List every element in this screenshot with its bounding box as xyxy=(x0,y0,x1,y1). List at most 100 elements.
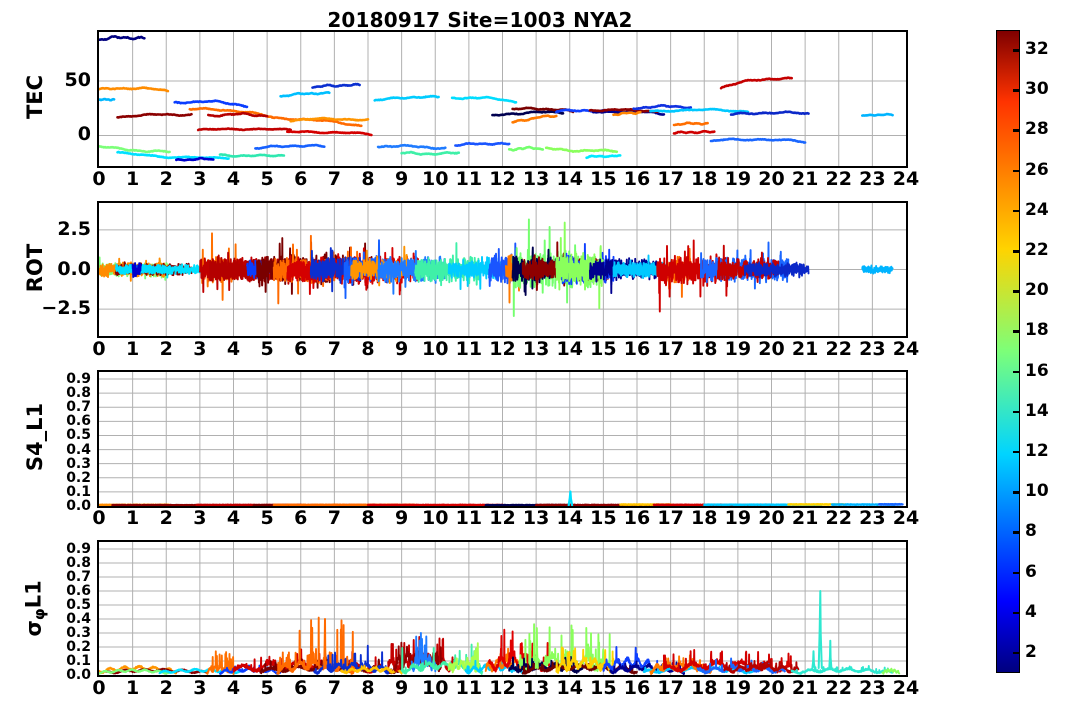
xtick-rot-21: 21 xyxy=(791,338,819,360)
xtick-sigphi_l1-20: 20 xyxy=(758,677,785,699)
colorbar-tickmark-20 xyxy=(1013,290,1020,293)
colorbar-ticklabel-8: 8 xyxy=(1025,521,1037,542)
xtick-rot-15: 15 xyxy=(590,338,617,360)
colorbar-ticklabel-2: 2 xyxy=(1025,641,1037,662)
xtick-tec-8: 8 xyxy=(361,168,375,190)
xtick-rot-9: 9 xyxy=(395,338,409,360)
xtick-s4_l1-8: 8 xyxy=(361,507,375,529)
xtick-s4_l1-6: 6 xyxy=(294,507,308,529)
xtick-s4_l1-21: 21 xyxy=(791,507,819,529)
data-trace xyxy=(99,35,146,42)
data-trace xyxy=(709,137,807,144)
xtick-tec-22: 22 xyxy=(825,168,852,190)
ylabel-tec: TEC xyxy=(23,74,47,120)
ytick-rot-2: 2.5 xyxy=(57,217,91,240)
data-trace xyxy=(602,646,659,673)
xtick-s4_l1-14: 14 xyxy=(556,507,583,529)
xtick-tec-16: 16 xyxy=(623,168,651,190)
xtick-sigphi_l1-15: 15 xyxy=(590,677,617,699)
plot-canvas-s4_l1 xyxy=(99,372,906,506)
ytick-sigphi_l1-2: 0.2 xyxy=(66,639,91,655)
xtick-tec-11: 11 xyxy=(455,168,483,190)
colorbar-ticklabel-20: 20 xyxy=(1025,280,1049,301)
data-trace xyxy=(99,668,171,675)
xtick-rot-8: 8 xyxy=(361,338,375,360)
data-trace xyxy=(723,659,800,674)
xtick-rot-19: 19 xyxy=(724,338,752,360)
colorbar-tickmark-6 xyxy=(1013,571,1020,575)
ytick-sigphi_l1-0: 0.0 xyxy=(66,667,91,683)
ytick-sigphi_l1-8: 0.8 xyxy=(66,555,91,571)
data-trace xyxy=(270,116,363,128)
colorbar-tickmark-30 xyxy=(1013,89,1020,92)
colorbar-ticklabel-32: 32 xyxy=(1025,39,1049,60)
ytick-sigphi_l1-5: 0.5 xyxy=(66,597,91,613)
ytick-tec-1: 50 xyxy=(64,69,91,92)
data-trace xyxy=(534,627,539,669)
xtick-sigphi_l1-7: 7 xyxy=(327,677,341,699)
data-trace xyxy=(366,503,504,506)
xtick-rot-17: 17 xyxy=(657,338,684,360)
xtick-sigphi_l1-22: 22 xyxy=(825,677,852,699)
plot-panel-sigphi_l1[interactable] xyxy=(97,540,908,677)
data-trace xyxy=(877,502,904,506)
data-trace xyxy=(585,154,622,160)
xtick-sigphi_l1-5: 5 xyxy=(260,677,274,699)
xtick-sigphi_l1-8: 8 xyxy=(361,677,375,699)
xtick-tec-2: 2 xyxy=(159,168,173,190)
data-trace xyxy=(544,146,619,154)
data-trace xyxy=(507,145,545,152)
xtick-sigphi_l1-19: 19 xyxy=(724,677,752,699)
colorbar-ticklabel-14: 14 xyxy=(1025,400,1049,421)
colorbar-ticklabel-4: 4 xyxy=(1025,601,1037,622)
colorbar-tickmark-18 xyxy=(1013,330,1020,333)
data-trace xyxy=(447,642,480,674)
colorbar-prn[interactable] xyxy=(996,30,1020,673)
data-trace xyxy=(254,143,326,150)
data-trace xyxy=(131,262,142,278)
colorbar-tickmark-24 xyxy=(1013,209,1020,213)
plot-panel-s4_l1[interactable] xyxy=(97,370,908,508)
plot-panel-rot[interactable] xyxy=(97,201,908,338)
ylabel-rot: ROT xyxy=(23,243,47,292)
xtick-rot-22: 22 xyxy=(825,338,852,360)
xtick-rot-3: 3 xyxy=(193,338,207,360)
xtick-s4_l1-11: 11 xyxy=(455,507,483,529)
data-trace xyxy=(817,590,823,669)
data-trace xyxy=(672,121,709,127)
data-trace xyxy=(196,127,292,132)
colorbar-tickmark-16 xyxy=(1013,370,1020,374)
plot-canvas-rot xyxy=(99,203,906,336)
xtick-rot-6: 6 xyxy=(294,338,308,360)
xtick-s4_l1-20: 20 xyxy=(758,507,785,529)
xtick-tec-20: 20 xyxy=(758,168,785,190)
data-trace xyxy=(116,150,230,160)
ytick-s4_l1-4: 0.4 xyxy=(66,441,91,458)
xtick-s4_l1-1: 1 xyxy=(126,507,140,529)
xtick-sigphi_l1-14: 14 xyxy=(556,677,583,699)
colorbar-tickmark-4 xyxy=(1013,611,1020,615)
ytick-s4_l1-2: 0.2 xyxy=(66,469,91,486)
data-trace xyxy=(719,76,794,90)
ytick-sigphi_l1-3: 0.3 xyxy=(66,625,91,641)
data-trace xyxy=(99,86,170,93)
xtick-s4_l1-3: 3 xyxy=(193,507,207,529)
xtick-tec-1: 1 xyxy=(126,168,140,190)
data-trace xyxy=(188,106,274,119)
colorbar-ticklabel-6: 6 xyxy=(1025,561,1037,582)
xtick-rot-12: 12 xyxy=(489,338,516,360)
data-trace xyxy=(649,107,750,114)
ytick-tec-0: 0 xyxy=(77,123,91,146)
plot-panel-tec[interactable] xyxy=(97,30,908,168)
plot-canvas-tec xyxy=(99,32,906,166)
xtick-sigphi_l1-2: 2 xyxy=(159,677,173,699)
xtick-sigphi_l1-12: 12 xyxy=(489,677,516,699)
ytick-rot-0: −2.5 xyxy=(41,297,91,320)
data-trace xyxy=(828,639,833,669)
xtick-tec-21: 21 xyxy=(791,168,819,190)
xtick-tec-24: 24 xyxy=(892,168,920,190)
ytick-sigphi_l1-7: 0.7 xyxy=(66,569,91,585)
xtick-s4_l1-22: 22 xyxy=(825,507,852,529)
data-trace xyxy=(743,261,810,279)
